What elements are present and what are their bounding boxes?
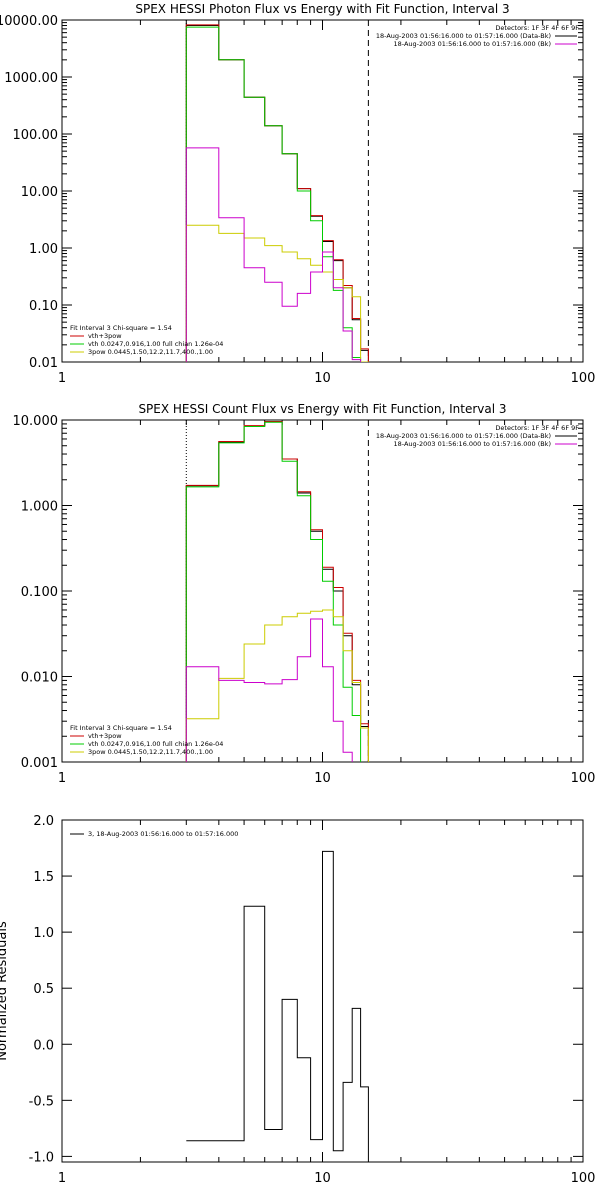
- y-tick-label: 0.010: [21, 671, 58, 686]
- x-tick-label: 1: [58, 371, 66, 386]
- legend-right-text: 18-Aug-2003 01:56:16.000 to 01:57:16.000…: [394, 40, 551, 48]
- series-data-bk: [185, 25, 369, 362]
- x-tick-label: 10: [314, 371, 331, 386]
- chart-3: 1 10 100 -1.0 -0.5 0.0 0.5 1.0 1.5 2.0 Normalized …: [0, 814, 595, 1186]
- legend-left-text: vth+3pow: [88, 332, 122, 340]
- y-tick-label: -0.5: [29, 1094, 54, 1109]
- legend-left-text: 3, 18-Aug-2003 01:56:16.000 to 01:57:16.…: [88, 830, 238, 838]
- legend-left-text: vth+3pow: [88, 732, 122, 740]
- series-vth: [185, 26, 362, 362]
- series-bk: [185, 618, 353, 762]
- y-tick-label: 2.0: [33, 814, 54, 829]
- chart-2: SPEX HESSI Count Flux vs Energy with Fit…: [13, 402, 596, 786]
- plot-frame: [61, 419, 584, 763]
- legend-right-text: 18-Aug-2003 01:56:16.000 to 01:57:16.000…: [394, 440, 551, 448]
- series-bk: [185, 147, 362, 362]
- series-3-18-aug-2003-01-56-16-000-to-01-57-16-000: [186, 850, 369, 1162]
- legend-left-text: vth 0.0247,0.916,1.00 full chian 1.26e-0…: [88, 740, 223, 748]
- legend-left-text: Fit Interval 3 Chi-square = 1.54: [70, 724, 172, 732]
- chart-title: SPEX HESSI Count Flux vs Energy with Fit…: [138, 402, 506, 416]
- legend-right-text: Detectors: 1F 3F 4F 6F 9F: [495, 24, 579, 32]
- y-tick-label: 0.0: [33, 1038, 54, 1053]
- plot-frame: [61, 19, 584, 363]
- y-tick-label: -1.0: [29, 1150, 54, 1165]
- legend-left-text: 3pow 0.0445,1.50,12.2,11.7,400.,1.00: [88, 348, 213, 356]
- chart-title: SPEX HESSI Photon Flux vs Energy with Fi…: [135, 2, 509, 16]
- series-3pow: [185, 609, 369, 762]
- x-tick-label: 1: [58, 1171, 66, 1186]
- x-tick-label: 10: [314, 771, 331, 786]
- y-tick-label: 0.01: [29, 356, 58, 371]
- y-tick-label: 0.001: [21, 756, 58, 771]
- x-tick-label: 100: [571, 371, 596, 386]
- y-axis-label: Normalized Residuals: [0, 921, 10, 1061]
- x-tick-label: 10: [314, 1171, 331, 1186]
- legend-right-text: 18-Aug-2003 01:56:16.000 to 01:57:16.000…: [376, 432, 551, 440]
- legend-left-text: vth 0.0247,0.916,1.00 full chian 1.26e-0…: [88, 340, 223, 348]
- series-group: [185, 24, 369, 362]
- x-tick-label: 1: [58, 771, 66, 786]
- y-tick-label: 1.5: [33, 870, 54, 885]
- y-tick-label: 1000.00: [4, 71, 58, 86]
- y-tick-label: 10000.00: [0, 14, 58, 29]
- y-tick-label: 1.00: [29, 242, 58, 257]
- legend-right-text: Detectors: 1F 3F 4F 6F 9F: [495, 424, 579, 432]
- y-tick-label: 0.5: [33, 982, 54, 997]
- series-vth-3pow: [185, 24, 369, 362]
- y-tick-label: 0.10: [29, 299, 58, 314]
- legend-left-text: 3pow 0.0445,1.50,12.2,11.7,400.,1.00: [88, 748, 213, 756]
- series-data-bk: [185, 421, 369, 762]
- legend-right-text: 18-Aug-2003 01:56:16.000 to 01:57:16.000…: [376, 32, 551, 40]
- y-tick-label: 10.00: [21, 185, 58, 200]
- y-tick-label: 1.000: [21, 500, 58, 515]
- series-vth: [185, 421, 362, 762]
- chart-1: SPEX HESSI Photon Flux vs Energy with Fi…: [0, 2, 595, 386]
- x-tick-label: 100: [571, 771, 596, 786]
- y-tick-label: 100.00: [13, 128, 59, 143]
- series-group: [186, 850, 369, 1162]
- y-tick-label: 1.0: [33, 926, 54, 941]
- series-group: [185, 421, 369, 762]
- series-vth-3pow: [185, 421, 369, 762]
- x-tick-label: 100: [571, 1171, 596, 1186]
- y-tick-label: 10.000: [13, 414, 59, 429]
- legend-left-text: Fit Interval 3 Chi-square = 1.54: [70, 324, 172, 332]
- y-tick-label: 0.100: [21, 585, 58, 600]
